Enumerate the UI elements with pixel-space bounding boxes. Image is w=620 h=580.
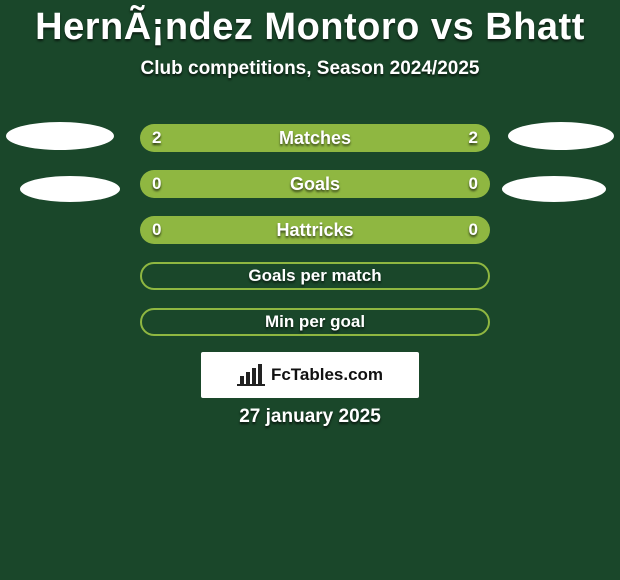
stat-row: Hattricks0 0 [140,216,490,244]
stat-label: Goals [140,170,490,198]
stat-label: Goals per match [142,264,488,288]
bar-chart-icon [237,364,265,386]
attribution: FcTables.com [201,352,419,398]
date: 27 january 2025 [0,406,620,428]
ellipse-right-2 [502,176,606,202]
stat-label: Hattricks [140,216,490,244]
stat-value-right: 0 [469,216,478,244]
stat-row: Matches2 2 [140,124,490,152]
infographic-root: HernÃ¡ndez Montoro vs Bhatt Club competi… [0,0,620,580]
stat-row: Goals0 0 [140,170,490,198]
stat-label: Min per goal [142,310,488,334]
attribution-text: FcTables.com [271,365,383,385]
stat-value-left: 0 [152,216,161,244]
stat-label: Matches [140,124,490,152]
stat-value-left: 2 [152,124,161,152]
ellipse-right-1 [508,122,614,150]
page-subtitle: Club competitions, Season 2024/2025 [0,58,620,80]
stat-rows: Matches22Goals00Hattricks00Goals per mat… [140,124,490,354]
page-title: HernÃ¡ndez Montoro vs Bhatt [0,0,620,49]
ellipse-left-1 [6,122,114,150]
stat-row: Goals per match [140,262,490,290]
stat-value-right: 2 [469,124,478,152]
stat-value-right: 0 [469,170,478,198]
ellipse-left-2 [20,176,120,202]
stat-row: Min per goal [140,308,490,336]
stat-value-left: 0 [152,170,161,198]
